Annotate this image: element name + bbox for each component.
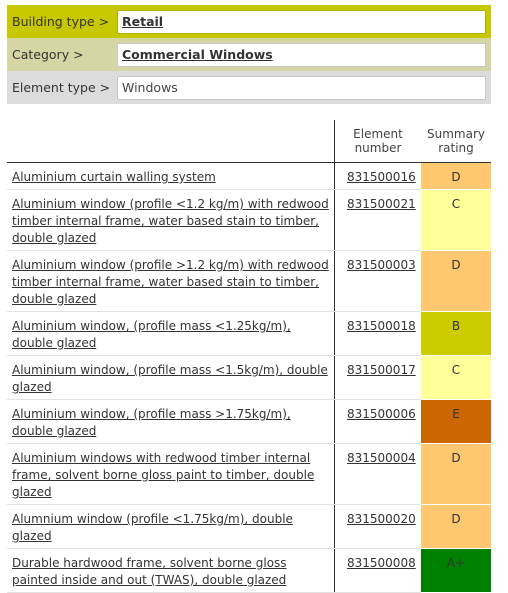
element-name-cell: Aluminium window, (profile mass <1.25kg/… (7, 311, 335, 356)
table-row: Aluminium windows with redwood timber in… (7, 443, 491, 505)
summary-rating-header: Summary rating (421, 120, 491, 163)
element-name-link[interactable]: Aluminium window, (profile mass <1.5kg/m… (12, 363, 328, 394)
rating-badge: D (421, 162, 491, 190)
element-number-cell: 831500004 (334, 443, 421, 505)
element-name-cell: Durable hardwood frame, solvent borne gl… (7, 548, 335, 593)
element-number-cell: 831500017 (334, 355, 421, 400)
rating-badge: D (421, 504, 491, 549)
element-number-link[interactable]: 831500004 (347, 451, 416, 465)
element-number-link[interactable]: 831500006 (347, 407, 416, 421)
element-number-link[interactable]: 831500016 (347, 170, 416, 184)
rating-badge: C (421, 189, 491, 251)
element-name-link[interactable]: Aluminium window (profile >1.2 kg/m) wit… (12, 258, 329, 306)
element-number-cell: 831500016 (334, 162, 421, 190)
element-name-link[interactable]: Durable hardwood frame, solvent borne gl… (12, 556, 287, 587)
building-type-link[interactable]: Retail (122, 14, 164, 29)
element-name-cell: Aluminium window (profile <1.2 kg/m) wit… (7, 189, 335, 251)
building-type-label: Building type > (12, 14, 110, 29)
results-table: Element number Summary rating Aluminium … (7, 120, 491, 593)
element-number-cell: 831500008 (334, 548, 421, 593)
rating-badge: D (421, 250, 491, 312)
element-name-cell: Aluminium curtain walling system (7, 162, 335, 190)
element-number-cell: 831500021 (334, 189, 421, 251)
table-row: Aluminium window (profile >1.2 kg/m) wit… (7, 250, 491, 312)
rating-badge: B (421, 311, 491, 356)
table-row: Aluminium window, (profile mass <1.25kg/… (7, 311, 491, 356)
element-number-cell: 831500018 (334, 311, 421, 356)
element-name-cell: Aluminium windows with redwood timber in… (7, 443, 335, 505)
building-type-field: Retail (117, 9, 486, 34)
table-row: Aluminium window, (profile mass >1.75kg/… (7, 399, 491, 444)
element-name-header (7, 120, 335, 163)
category-row: Category > Commercial Windows (7, 38, 491, 71)
element-name-link[interactable]: Aluminium window (profile <1.2 kg/m) wit… (12, 197, 329, 245)
element-type-field: Windows (117, 75, 486, 100)
table-row: Alumnium window (profile <1.75kg/m), dou… (7, 504, 491, 549)
building-type-row: Building type > Retail (7, 5, 491, 38)
element-number-link[interactable]: 831500003 (347, 258, 416, 272)
element-name-cell: Aluminium window, (profile mass >1.75kg/… (7, 399, 335, 444)
category-label: Category > (12, 47, 84, 62)
rating-badge: D (421, 443, 491, 505)
element-type-value: Windows (122, 80, 178, 95)
element-number-header: Element number (334, 120, 421, 163)
element-name-link[interactable]: Aluminium curtain walling system (12, 170, 216, 184)
element-number-cell: 831500006 (334, 399, 421, 444)
table-header-row: Element number Summary rating (7, 120, 491, 163)
element-name-link[interactable]: Aluminium windows with redwood timber in… (12, 451, 315, 499)
rating-badge: C (421, 355, 491, 400)
element-number-link[interactable]: 831500018 (347, 319, 416, 333)
table-row: Aluminium curtain walling system 83150001… (7, 162, 491, 190)
element-name-link[interactable]: Alumnium window (profile <1.75kg/m), dou… (12, 512, 293, 543)
table-row: Durable hardwood frame, solvent borne gl… (7, 548, 491, 593)
element-number-link[interactable]: 831500008 (347, 556, 416, 570)
category-link[interactable]: Commercial Windows (122, 47, 273, 62)
element-name-cell: Aluminium window (profile >1.2 kg/m) wit… (7, 250, 335, 312)
element-number-link[interactable]: 831500017 (347, 363, 416, 377)
element-name-link[interactable]: Aluminium window, (profile mass >1.75kg/… (12, 407, 291, 438)
table-row: Aluminium window (profile <1.2 kg/m) wit… (7, 189, 491, 251)
element-number-link[interactable]: 831500020 (347, 512, 416, 526)
breadcrumb: Building type > Retail Category > Commer… (7, 5, 491, 104)
element-number-cell: 831500003 (334, 250, 421, 312)
element-number-cell: 831500020 (334, 504, 421, 549)
element-name-link[interactable]: Aluminium window, (profile mass <1.25kg/… (12, 319, 291, 350)
category-field: Commercial Windows (117, 42, 486, 67)
rating-badge: A+ (421, 548, 491, 593)
element-number-link[interactable]: 831500021 (347, 197, 416, 211)
rating-badge: E (421, 399, 491, 444)
element-name-cell: Alumnium window (profile <1.75kg/m), dou… (7, 504, 335, 549)
element-type-label: Element type > (12, 80, 111, 95)
table-row: Aluminium window, (profile mass <1.5kg/m… (7, 355, 491, 400)
element-name-cell: Aluminium window, (profile mass <1.5kg/m… (7, 355, 335, 400)
element-type-row: Element type > Windows (7, 71, 491, 104)
